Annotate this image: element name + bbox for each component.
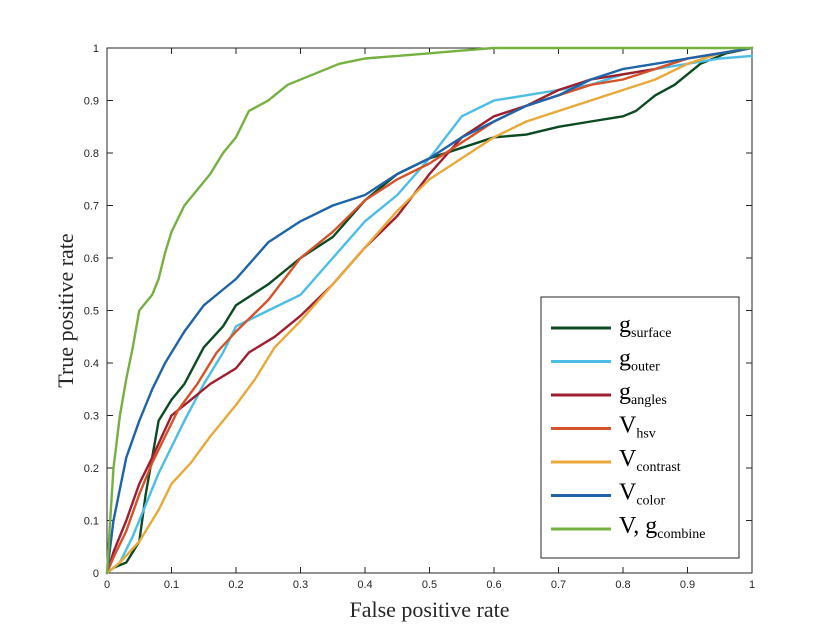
x-tick-label: 0.1 [164, 579, 179, 591]
legend-label-combine: V, gcombine [619, 513, 705, 542]
series-line-combine [105, 46, 754, 575]
legend-label-main: g [619, 346, 631, 372]
series-line-hsv [105, 46, 754, 575]
legend-label-subscript: outer [631, 360, 660, 375]
legend-label-main: V, g [619, 513, 657, 539]
x-tick-label: 0.2 [228, 579, 243, 591]
ticks-layer: 0 0.1 0.2 0.3 0.4 0.5 0.6 0.7 0.8 0.9 1 0 0.1 0.2 0.3 0… [84, 43, 755, 591]
x-tick-label: 0.5 [422, 579, 437, 591]
y-tick-label: 1 [93, 43, 99, 55]
legend-label-contrast: Vcontrast [619, 446, 681, 475]
legend-label-subscript: angles [631, 393, 667, 408]
x-tick-label: 0.7 [551, 579, 566, 591]
legend-label-subscript: surface [631, 326, 671, 341]
x-tick-label: 0.9 [680, 579, 695, 591]
y-tick-label: 0.6 [84, 253, 99, 265]
legend-label-color: Vcolor [619, 480, 665, 509]
y-tick-label: 0.8 [84, 148, 99, 160]
x-tick-label: 0.8 [615, 579, 630, 591]
legend-label-surface: gsurface [619, 312, 671, 341]
legend-label-subscript: contrast [636, 460, 680, 475]
series-line-color [105, 46, 754, 575]
legend-label-subscript: combine [657, 527, 705, 542]
legend-label-main: V [619, 413, 637, 439]
legend-label-main: V [619, 480, 637, 506]
y-tick-label: 0 [93, 568, 99, 580]
legend-items: gsurfacegouterganglesVhsvVcontrastVcolor… [551, 312, 705, 542]
y-tick-label: 0.9 [84, 96, 99, 108]
x-tick-label: 0 [104, 579, 110, 591]
y-tick-label: 0.1 [84, 516, 99, 528]
y-tick-label: 0.7 [84, 201, 99, 213]
legend-label-main: g [619, 379, 631, 405]
x-axis-title: False positive rate [349, 597, 509, 622]
series-line-contrast [105, 46, 754, 575]
x-tick-label: 0.6 [486, 579, 501, 591]
x-tick-label: 0.4 [357, 579, 372, 591]
y-tick-label: 0.5 [84, 306, 99, 318]
legend-label-subscript: color [636, 494, 665, 509]
x-tick-label: 1 [749, 579, 755, 591]
legend-label-hsv: Vhsv [619, 413, 656, 442]
legend-label-outer: gouter [619, 346, 660, 375]
y-axis-title: True positive rate [53, 233, 78, 387]
x-tick-label: 0.3 [293, 579, 308, 591]
legend-label-subscript: hsv [636, 427, 655, 442]
legend-label-main: V [619, 446, 637, 472]
lines-layer [105, 46, 754, 575]
legend-label-angles: gangles [619, 379, 667, 408]
y-tick-label: 0.2 [84, 463, 99, 475]
legend-label-main: g [619, 312, 631, 338]
legend: gsurfacegouterganglesVhsvVcontrastVcolor… [540, 296, 740, 559]
y-tick-label: 0.4 [84, 358, 99, 370]
y-tick-label: 0.3 [84, 411, 99, 423]
